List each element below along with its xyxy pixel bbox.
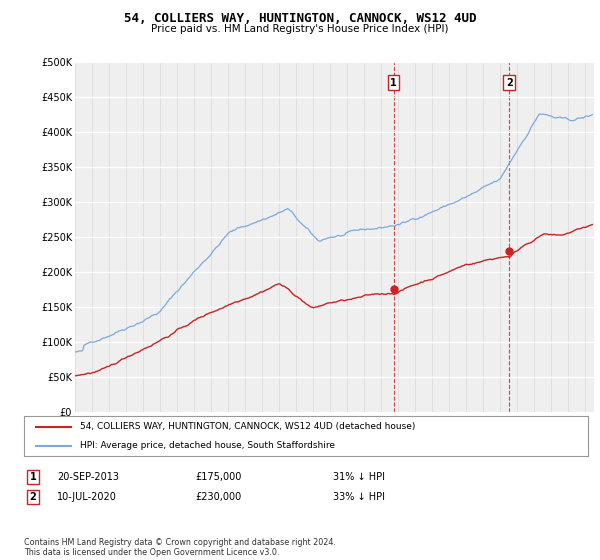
Text: 33% ↓ HPI: 33% ↓ HPI	[333, 492, 385, 502]
Text: Contains HM Land Registry data © Crown copyright and database right 2024.
This d: Contains HM Land Registry data © Crown c…	[24, 538, 336, 557]
Text: 2: 2	[29, 492, 37, 502]
Text: 20-SEP-2013: 20-SEP-2013	[57, 472, 119, 482]
Text: 2: 2	[506, 78, 512, 87]
Text: HPI: Average price, detached house, South Staffordshire: HPI: Average price, detached house, Sout…	[80, 441, 335, 450]
Text: Price paid vs. HM Land Registry's House Price Index (HPI): Price paid vs. HM Land Registry's House …	[151, 24, 449, 34]
Text: 54, COLLIERS WAY, HUNTINGTON, CANNOCK, WS12 4UD: 54, COLLIERS WAY, HUNTINGTON, CANNOCK, W…	[124, 12, 476, 25]
Text: 10-JUL-2020: 10-JUL-2020	[57, 492, 117, 502]
Text: 54, COLLIERS WAY, HUNTINGTON, CANNOCK, WS12 4UD (detached house): 54, COLLIERS WAY, HUNTINGTON, CANNOCK, W…	[80, 422, 416, 431]
Text: £230,000: £230,000	[195, 492, 241, 502]
Text: 1: 1	[390, 78, 397, 87]
Text: 31% ↓ HPI: 31% ↓ HPI	[333, 472, 385, 482]
Text: 1: 1	[29, 472, 37, 482]
Text: £175,000: £175,000	[195, 472, 241, 482]
